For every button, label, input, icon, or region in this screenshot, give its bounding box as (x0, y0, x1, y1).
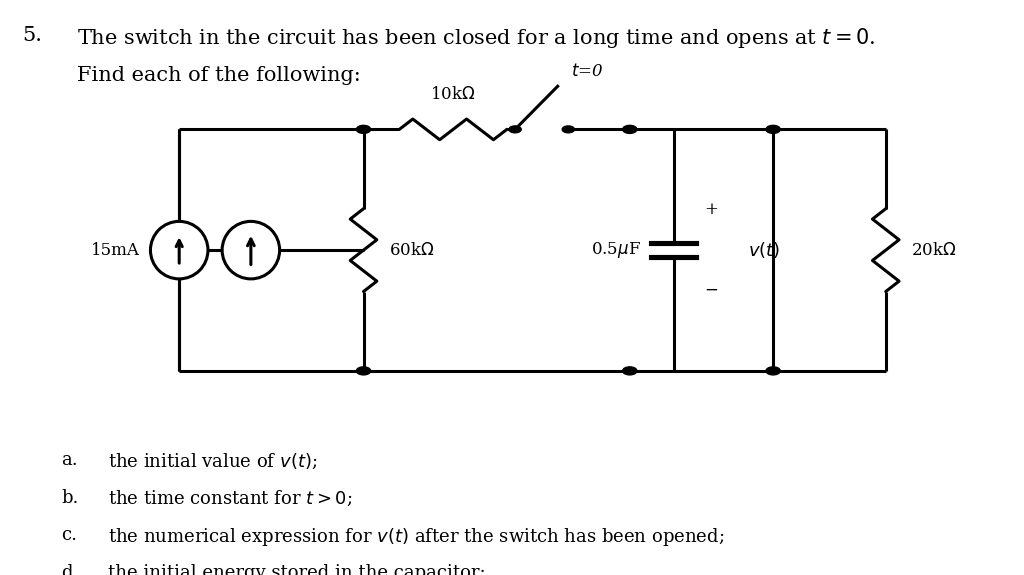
Text: d.: d. (61, 564, 79, 575)
Text: c.: c. (61, 526, 78, 544)
Text: $v(t)$: $v(t)$ (748, 240, 779, 260)
Circle shape (766, 367, 780, 375)
Text: 0.5$\mu$F: 0.5$\mu$F (591, 240, 641, 260)
Text: 15mA: 15mA (91, 242, 140, 259)
Text: a.: a. (61, 451, 78, 469)
Circle shape (623, 367, 637, 375)
Text: Find each of the following:: Find each of the following: (77, 66, 360, 85)
Text: 5.: 5. (23, 26, 43, 45)
Circle shape (356, 367, 371, 375)
Circle shape (356, 125, 371, 133)
Text: the time constant for $t > 0$;: the time constant for $t > 0$; (108, 489, 352, 508)
Circle shape (623, 125, 637, 133)
Circle shape (766, 125, 780, 133)
Text: the numerical expression for $v(t)$ after the switch has been opened;: the numerical expression for $v(t)$ afte… (108, 526, 724, 548)
Text: $t$=0: $t$=0 (571, 63, 604, 80)
Circle shape (562, 126, 574, 133)
Text: −: − (705, 282, 719, 299)
Text: 60k$\Omega$: 60k$\Omega$ (389, 242, 434, 259)
Circle shape (509, 126, 521, 133)
Text: the initial value of $v(t)$;: the initial value of $v(t)$; (108, 451, 316, 471)
Text: b.: b. (61, 489, 79, 507)
Text: The switch in the circuit has been closed for a long time and opens at $t = 0$.: The switch in the circuit has been close… (77, 26, 876, 50)
Ellipse shape (151, 221, 208, 279)
Text: +: + (705, 201, 719, 218)
Text: the initial energy stored in the capacitor;: the initial energy stored in the capacit… (108, 564, 485, 575)
Text: 20k$\Omega$: 20k$\Omega$ (911, 242, 956, 259)
Text: 10k$\Omega$: 10k$\Omega$ (430, 86, 476, 104)
